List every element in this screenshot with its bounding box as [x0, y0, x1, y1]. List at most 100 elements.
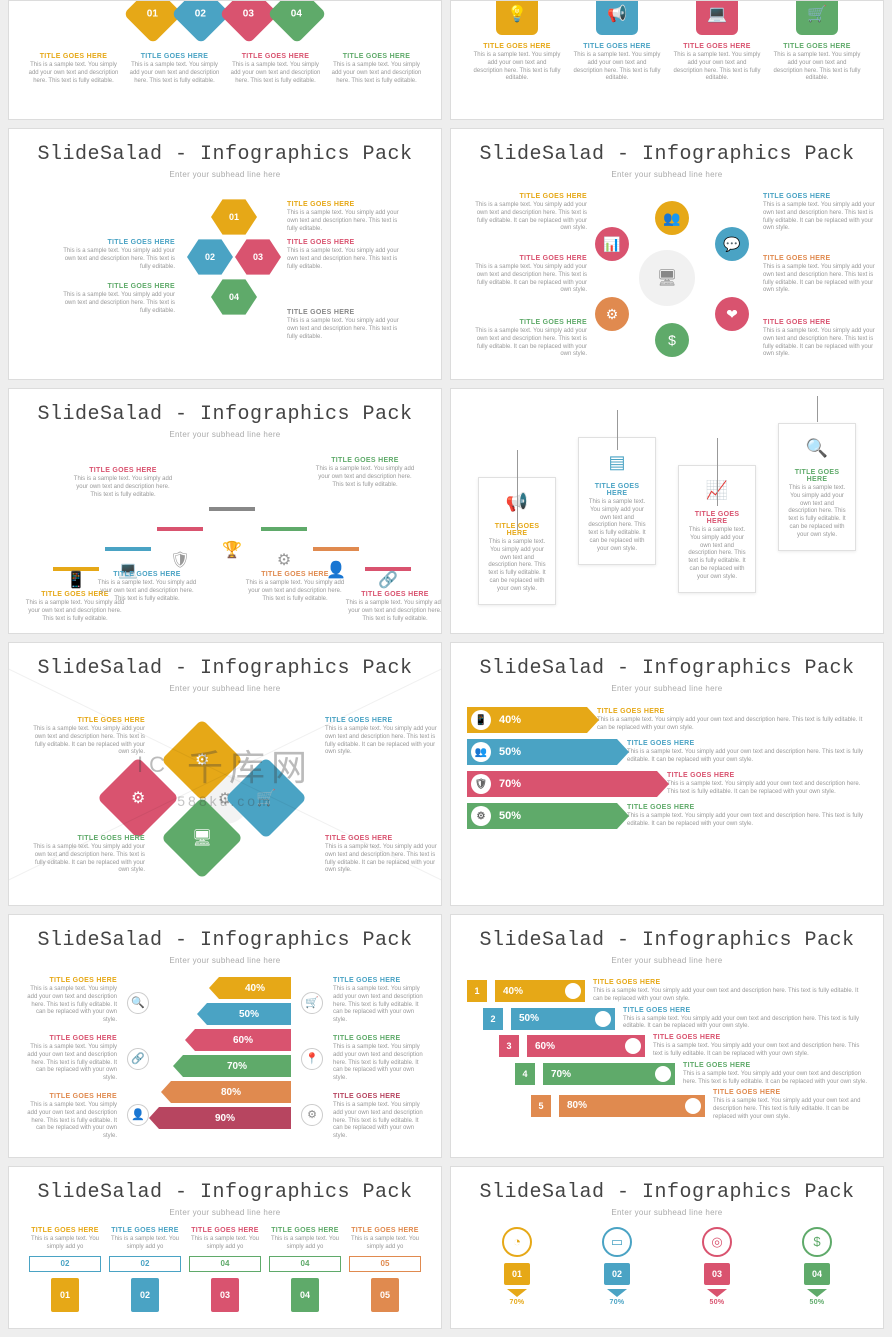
- ribbon-num: 03: [211, 1278, 239, 1312]
- dot-icon: ▭: [602, 1227, 632, 1257]
- dot-icon: ◔: [502, 1227, 532, 1257]
- stag-text: TITLE GOES HERE This is a sample text. Y…: [593, 979, 867, 1004]
- slide-left-arrows: SlideSalad - Infographics Pack Enter you…: [8, 914, 442, 1158]
- stag-bar: 70%: [543, 1063, 675, 1085]
- dot-icon: $: [802, 1227, 832, 1257]
- card-icon: 📈: [687, 480, 747, 501]
- stag-bar: 60%: [527, 1035, 645, 1057]
- slide-title: SlideSalad - Infographics Pack: [25, 1181, 425, 1204]
- diamond-text: TITLE GOES HERE This is a sample text. Y…: [28, 53, 120, 85]
- hang-icon: 💡: [496, 0, 538, 35]
- slide-subhead: Enter your subhead line here: [25, 1208, 425, 1217]
- petal-text: TITLE GOES HERE This is a sample text. Y…: [25, 717, 145, 757]
- slide-bubbles: SlideSalad - Infographics Pack Enter you…: [450, 128, 884, 380]
- slide-pct-arrows: SlideSalad - Infographics Pack Enter you…: [450, 642, 884, 906]
- dot-arrow: [507, 1289, 527, 1297]
- bubble-icon: $: [655, 323, 689, 357]
- hex-text: TITLE GOES HERE This is a sample text. Y…: [287, 239, 407, 271]
- pct-arrow-row: 👥50% .arrow-bar[style*="#4aa3c4"]::after…: [467, 739, 867, 765]
- slide-subhead: Enter your subhead line here: [25, 684, 425, 693]
- hang-item: 💻 TITLE GOES HERE This is a sample text.…: [673, 0, 761, 83]
- bubble-text: TITLE GOES HERE This is a sample text. Y…: [763, 193, 883, 233]
- bubble-text: TITLE GOES HERE This is a sample text. Y…: [763, 319, 883, 359]
- hex-text: TITLE GOES HERE This is a sample text. Y…: [55, 283, 175, 315]
- stag-num: 3: [499, 1035, 519, 1057]
- hexagon: 03: [235, 237, 281, 277]
- slide-petals: SlideSalad - Infographics Pack Enter you…: [8, 642, 442, 906]
- ribbon-item: TITLE GOES HERE This is a sample text. Y…: [349, 1227, 421, 1312]
- dot-num: 02: [604, 1263, 630, 1285]
- ribbon-num: 05: [371, 1278, 399, 1312]
- card-icon: 📢: [487, 492, 547, 513]
- slide-title: SlideSalad - Infographics Pack: [25, 657, 425, 680]
- stag-bar: 40%: [495, 980, 585, 1002]
- ribbon-item: TITLE GOES HERE This is a sample text. Y…: [109, 1227, 181, 1312]
- hang-icon: 🛒: [796, 0, 838, 35]
- stag-bar: 50%: [511, 1008, 615, 1030]
- bubble-icon: ⚙: [595, 297, 629, 331]
- card-icon: ▤: [587, 452, 647, 473]
- slide-hanging-icons-top: 💡 TITLE GOES HERE This is a sample text.…: [450, 0, 884, 120]
- rt-text: TITLE GOES HERE This is a sample text. Y…: [333, 977, 425, 1025]
- left-arrow: 60%.larrow[style*="#d9536f"]::before{bor…: [195, 1029, 291, 1051]
- petal: ⚙: [97, 757, 179, 839]
- ribbon-num: 01: [51, 1278, 79, 1312]
- dot-item: ▭ 02 70%: [573, 1227, 661, 1306]
- ribbon-top: 02: [109, 1256, 181, 1272]
- petal: 🛒: [225, 757, 307, 839]
- slide-podium: SlideSalad - Infographics Pack Enter you…: [8, 388, 442, 634]
- side-icon: ⚙: [301, 1104, 323, 1126]
- hang-item: 🛒 TITLE GOES HERE This is a sample text.…: [773, 0, 861, 83]
- dot-arrow: [707, 1289, 727, 1297]
- hex-text: TITLE GOES HERE This is a sample text. Y…: [55, 239, 175, 271]
- dot-item: ◎ 03 50%: [673, 1227, 761, 1306]
- dot-arrow: [607, 1289, 627, 1297]
- stag-bar: 80%: [559, 1095, 705, 1117]
- stag-text: TITLE GOES HERE This is a sample text. Y…: [683, 1062, 867, 1087]
- pct-arrow: 📱40% .arrow-bar[style*="#e6a817"]::after…: [467, 707, 587, 733]
- hang-item: 📢 TITLE GOES HERE This is a sample text.…: [573, 0, 661, 83]
- slide-subhead: Enter your subhead line here: [25, 170, 425, 179]
- side-icon: 👤: [127, 1104, 149, 1126]
- side-icon: 🔗: [127, 1048, 149, 1070]
- ribbon-top: 05: [349, 1256, 421, 1272]
- stag-row: 2 50% TITLE GOES HERE This is a sample t…: [483, 1007, 867, 1032]
- stag-row: 3 60% TITLE GOES HERE This is a sample t…: [499, 1034, 867, 1059]
- dot-num: 04: [804, 1263, 830, 1285]
- stag-num: 5: [531, 1095, 551, 1117]
- ribbon-top: 02: [29, 1256, 101, 1272]
- pct-arrow-row: ⚙50% .arrow-bar[style*="#5faa6a"]::after…: [467, 803, 867, 829]
- hex-text: TITLE GOES HERE This is a sample text. Y…: [287, 201, 407, 233]
- hang-card: .card[style*="margin-top:60px"]::before{…: [478, 477, 556, 605]
- hang-card: .card[style*="margin-top:6px"]::before{h…: [778, 423, 856, 551]
- bubble-text: TITLE GOES HERE This is a sample text. Y…: [467, 319, 587, 359]
- stag-num: 2: [483, 1008, 503, 1030]
- pct-arrow: 👥50% .arrow-bar[style*="#4aa3c4"]::after…: [467, 739, 617, 765]
- hang-card: .card[style*="margin-top:20px"]::before{…: [578, 437, 656, 565]
- arrow-text: TITLE GOES HERE This is a sample text. Y…: [667, 772, 867, 797]
- slide-title: SlideSalad - Infographics Pack: [25, 929, 425, 952]
- rt-text: TITLE GOES HERE This is a sample text. Y…: [333, 1035, 425, 1083]
- side-icon: 🔍: [127, 992, 149, 1014]
- slide-subhead: Enter your subhead line here: [467, 1208, 867, 1217]
- arrow-text: TITLE GOES HERE This is a sample text. Y…: [597, 708, 867, 733]
- diamond: 02: [171, 0, 230, 44]
- arrow-icon: 📱: [471, 710, 491, 730]
- pct-arrow: ⚙50% .arrow-bar[style*="#5faa6a"]::after…: [467, 803, 617, 829]
- arrow-text: TITLE GOES HERE This is a sample text. Y…: [627, 804, 867, 829]
- step-text: TITLE GOES HERE This is a sample text. Y…: [73, 467, 173, 499]
- slide-ribbons-bottom: SlideSalad - Infographics Pack Enter you…: [8, 1166, 442, 1329]
- diamond: 01: [123, 0, 182, 44]
- stag-row: 1 40% TITLE GOES HERE This is a sample t…: [467, 979, 867, 1004]
- ribbon-top: 04: [269, 1256, 341, 1272]
- bubble-icon: 💬: [715, 227, 749, 261]
- step-icon: 🔗: [365, 569, 411, 589]
- bubble-icon: ❤: [715, 297, 749, 331]
- stag-num: 4: [515, 1063, 535, 1085]
- hexagon: 01: [211, 197, 257, 237]
- lt-text: TITLE GOES HERE This is a sample text. Y…: [25, 977, 117, 1025]
- step-text: TITLE GOES HERE This is a sample text. Y…: [245, 571, 345, 603]
- ribbon-num: 04: [291, 1278, 319, 1312]
- ribbon-num: 02: [131, 1278, 159, 1312]
- step-text: TITLE GOES HERE This is a sample text. Y…: [315, 457, 415, 489]
